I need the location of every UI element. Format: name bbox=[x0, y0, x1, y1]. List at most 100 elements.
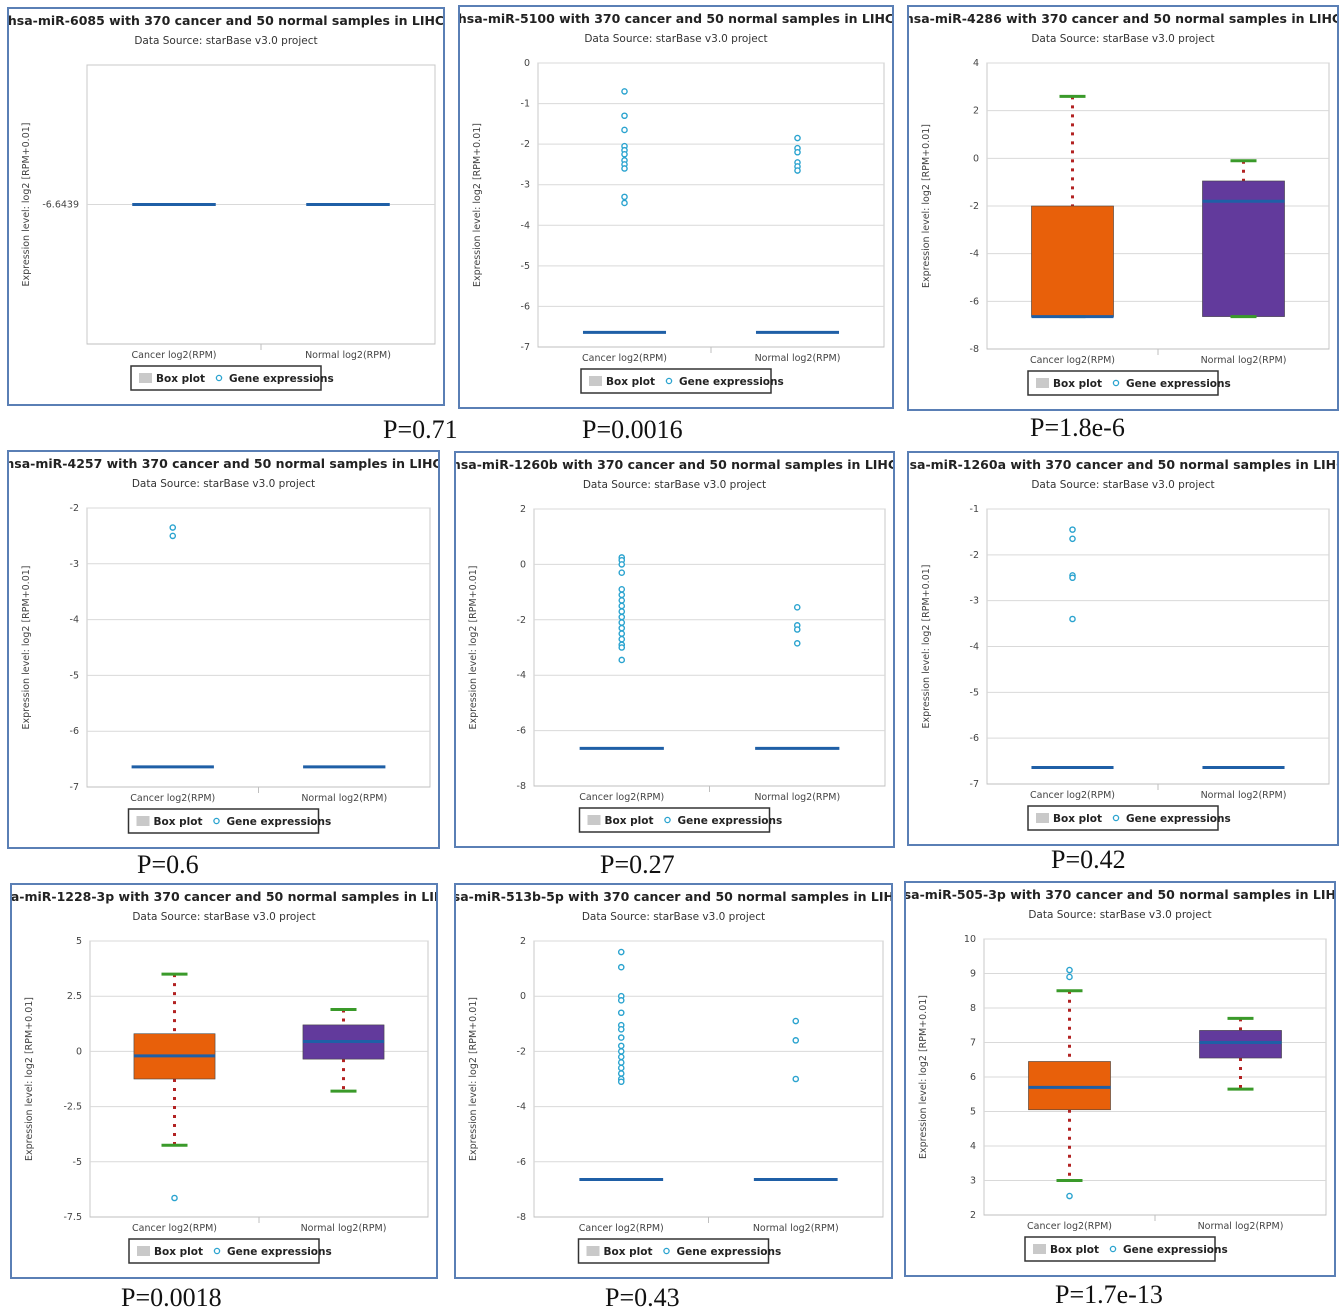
y-tick-label: 8 bbox=[970, 1003, 976, 1014]
legend-box-swatch bbox=[587, 815, 601, 825]
outlier-point bbox=[1069, 526, 1076, 533]
y-tick-label: -2 bbox=[517, 1046, 526, 1057]
outlier-point bbox=[617, 948, 625, 956]
outlier-point bbox=[621, 88, 628, 95]
outlier-point bbox=[792, 1017, 800, 1025]
y-tick-label: -1 bbox=[521, 99, 530, 110]
y-tick-label: 9 bbox=[970, 969, 976, 980]
legend-box-label: Box plot bbox=[1053, 813, 1102, 825]
y-tick-label: -2 bbox=[70, 503, 79, 514]
legend-point-label: Gene expressions bbox=[227, 816, 332, 828]
legend-frame bbox=[128, 1238, 320, 1264]
chart-panel: hsa-miR-4257 with 370 cancer and 50 norm… bbox=[7, 450, 440, 849]
legend-point-swatch bbox=[1112, 814, 1120, 822]
chart-subtitle: Data Source: starBase v3.0 project bbox=[582, 911, 765, 923]
plot-area bbox=[533, 508, 886, 787]
iqr-box bbox=[1202, 180, 1285, 317]
chart-title: hsa-miR-4257 with 370 cancer and 50 norm… bbox=[9, 456, 438, 471]
chart-subtitle: Data Source: starBase v3.0 project bbox=[1031, 33, 1214, 45]
outlier-point bbox=[617, 1042, 625, 1050]
legend-box-swatch bbox=[1036, 813, 1049, 823]
outlier-point bbox=[1069, 535, 1076, 543]
legend-box-swatch bbox=[1033, 1244, 1046, 1254]
x-category-label: Normal log2(RPM) bbox=[755, 353, 841, 364]
outlier-point bbox=[618, 569, 626, 577]
outlier-point bbox=[792, 1037, 800, 1044]
legend-box-label: Box plot bbox=[605, 815, 654, 827]
outlier-point bbox=[793, 604, 801, 611]
cancer-box bbox=[1028, 966, 1111, 1200]
y-tick-label: -6 bbox=[970, 733, 979, 744]
normal-box bbox=[1199, 1016, 1282, 1091]
y-tick-label: 5 bbox=[970, 1107, 976, 1118]
y-tick-label: -8 bbox=[970, 344, 979, 355]
chart-subtitle: Data Source: starBase v3.0 project bbox=[583, 479, 766, 491]
y-axis-label: Expression level: log2 [RPM+0.01] bbox=[468, 997, 479, 1161]
outlier-point bbox=[617, 1048, 625, 1055]
y-tick-label: 2 bbox=[520, 936, 526, 947]
legend: Box plot Gene expressions bbox=[127, 808, 332, 834]
outlier-point bbox=[617, 1059, 625, 1066]
y-tick-label: 2 bbox=[973, 106, 979, 117]
p-value-label: P=0.0018 bbox=[121, 1283, 222, 1312]
x-category-label: Cancer log2(RPM) bbox=[132, 1223, 217, 1234]
legend-box-swatch bbox=[139, 373, 152, 383]
chart-subtitle: Data Source: starBase v3.0 project bbox=[1031, 479, 1214, 491]
y-tick-label: -4 bbox=[521, 220, 530, 231]
box-plot-svg: hsa-miR-1228-3p with 370 cancer and 50 n… bbox=[12, 889, 436, 1264]
legend-point-swatch bbox=[213, 1247, 221, 1255]
chart-title: hsa-miR-4286 with 370 cancer and 50 norm… bbox=[909, 11, 1337, 26]
outlier-point bbox=[794, 148, 801, 156]
p-value-label: P=0.6 bbox=[137, 850, 199, 879]
y-tick-label: 3 bbox=[970, 1176, 976, 1187]
chart-title: hsa-miR-1260a with 370 cancer and 50 nor… bbox=[909, 457, 1337, 472]
legend-box-swatch bbox=[1036, 378, 1049, 388]
y-tick-label: -5 bbox=[970, 687, 979, 698]
y-tick-label: 0 bbox=[973, 153, 979, 164]
y-tick-label: 10 bbox=[964, 934, 976, 945]
outlier-point bbox=[617, 1070, 625, 1077]
outlier-point bbox=[618, 656, 626, 664]
x-category-label: Normal log2(RPM) bbox=[1198, 1221, 1284, 1232]
chart-subtitle: Data Source: starBase v3.0 project bbox=[134, 35, 317, 47]
y-tick-label: -5 bbox=[521, 261, 530, 272]
x-category-label: Normal log2(RPM) bbox=[301, 1223, 387, 1234]
outlier-point bbox=[1069, 574, 1076, 582]
y-tick-label: 0 bbox=[524, 58, 530, 69]
y-tick-label: 2 bbox=[520, 504, 526, 515]
legend: Box plot Gene expressions bbox=[578, 807, 782, 833]
y-tick-label: 4 bbox=[970, 1141, 976, 1152]
y-tick-label: -7 bbox=[70, 782, 79, 793]
outlier-point bbox=[1066, 973, 1073, 981]
y-axis-label: Expression level: log2 [RPM+0.01] bbox=[472, 123, 483, 287]
normal-box bbox=[753, 1017, 838, 1181]
outlier-point bbox=[618, 619, 626, 626]
legend-point-label: Gene expressions bbox=[679, 376, 784, 388]
legend-frame bbox=[130, 365, 322, 391]
p-value-label: P=0.27 bbox=[600, 850, 675, 879]
outlier-point bbox=[618, 602, 626, 610]
legend-box-label: Box plot bbox=[604, 1246, 653, 1258]
legend: Box plot Gene expressions bbox=[130, 365, 334, 391]
p-value-label: P=1.8e-6 bbox=[1030, 413, 1125, 442]
x-category-label: Cancer log2(RPM) bbox=[1030, 355, 1115, 366]
chart-title: hsa-miR-505-3p with 370 cancer and 50 no… bbox=[906, 887, 1334, 902]
legend-frame bbox=[127, 808, 320, 834]
chart-subtitle: Data Source: starBase v3.0 project bbox=[132, 478, 315, 490]
y-axis-label: Expression level: log2 [RPM+0.01] bbox=[21, 566, 32, 730]
y-tick-label: -3 bbox=[521, 180, 530, 191]
chart-panel: hsa-miR-4286 with 370 cancer and 50 norm… bbox=[907, 5, 1339, 411]
cancer-box bbox=[582, 88, 667, 334]
outlier-point bbox=[618, 597, 626, 604]
legend-box-swatch bbox=[586, 1246, 600, 1256]
y-axis-label: Expression level: log2 [RPM+0.01] bbox=[921, 124, 932, 288]
legend-point-label: Gene expressions bbox=[1123, 1244, 1228, 1256]
y-axis-label: Expression level: log2 [RPM+0.01] bbox=[24, 997, 35, 1161]
chart-panel: hsa-miR-513b-5p with 370 cancer and 50 n… bbox=[454, 883, 893, 1279]
outlier-point bbox=[617, 1009, 625, 1017]
legend-frame bbox=[1027, 805, 1219, 831]
iqr-box bbox=[1031, 205, 1114, 317]
legend-box-swatch bbox=[589, 376, 602, 386]
y-tick-label: 6 bbox=[970, 1072, 976, 1083]
y-tick-label: 7 bbox=[970, 1038, 976, 1049]
